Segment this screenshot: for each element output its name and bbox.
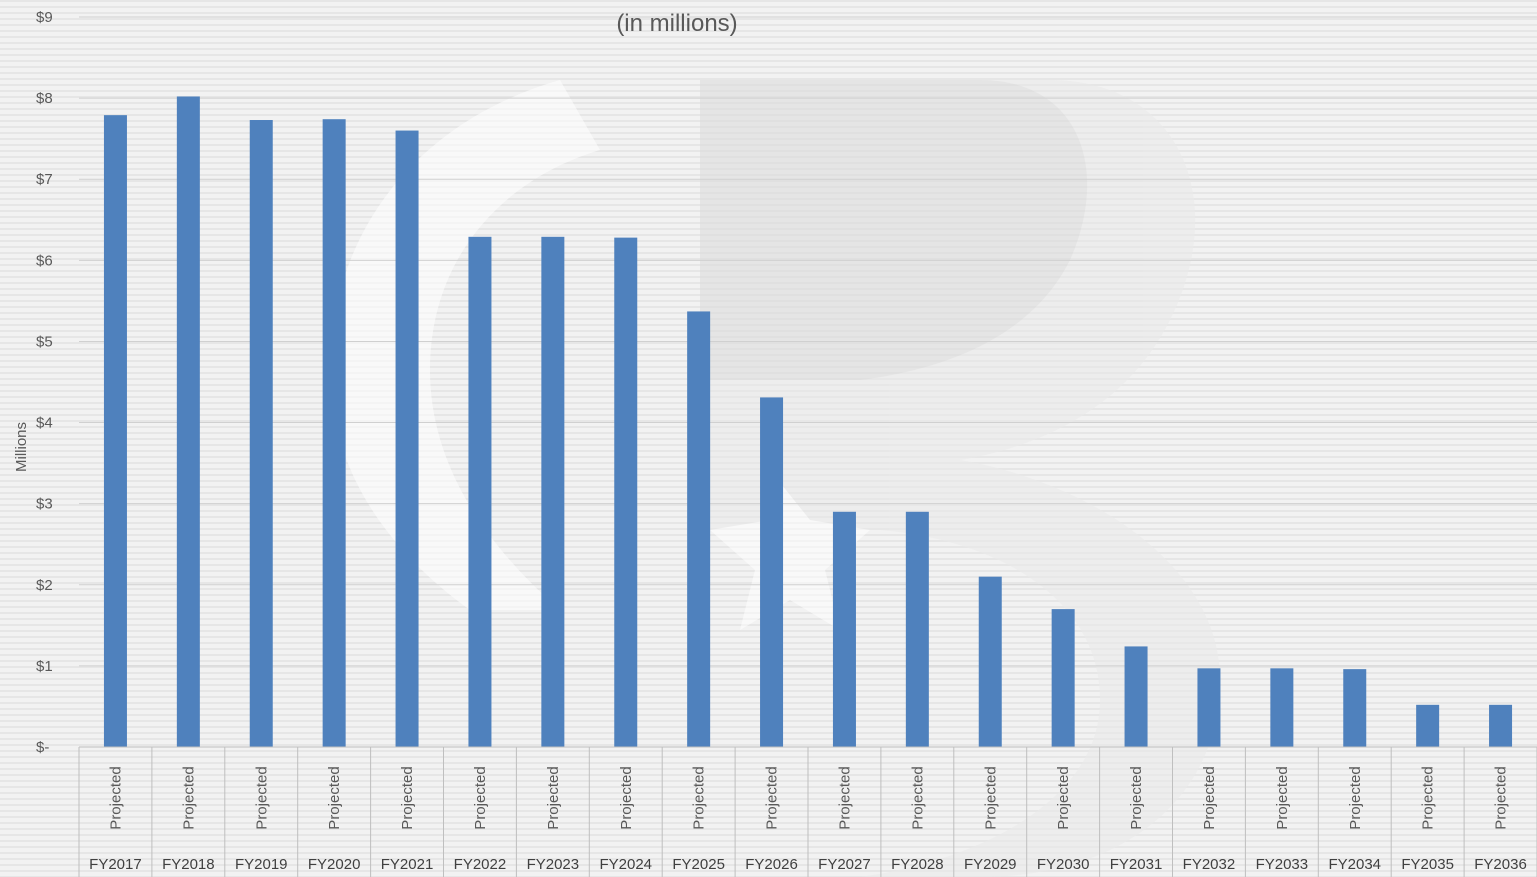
x-category-label-FY2022: FY2022 — [454, 856, 507, 873]
x-subcategory-label-FY2032: Projected — [1201, 766, 1218, 829]
x-subcategory-label-FY2030: Projected — [1055, 766, 1072, 829]
x-category-label-FY2024: FY2024 — [599, 856, 652, 873]
x-subcategory-label-FY2028: Projected — [909, 766, 926, 829]
x-subcategory-label-FY2036: Projected — [1493, 766, 1510, 829]
x-category-label-FY2032: FY2032 — [1183, 856, 1236, 873]
bar-FY2021 — [395, 130, 419, 748]
bars — [103, 96, 1513, 748]
bar-FY2029 — [978, 576, 1002, 747]
bar-FY2031 — [1124, 646, 1148, 747]
bar-FY2034 — [1343, 669, 1367, 747]
bar-FY2030 — [1051, 609, 1075, 747]
bar-FY2028 — [905, 511, 929, 747]
y-tick-label-6: $6 — [36, 252, 53, 269]
bar-FY2019 — [249, 120, 273, 747]
chart-title: (in millions) — [616, 10, 737, 37]
x-category-label-FY2025: FY2025 — [672, 856, 725, 873]
x-category-label-FY2031: FY2031 — [1110, 856, 1163, 873]
bar-FY2033 — [1270, 668, 1294, 747]
y-tick-label-2: $2 — [36, 577, 53, 594]
x-category-label-FY2017: FY2017 — [89, 856, 142, 873]
bar-FY2022 — [468, 236, 492, 748]
y-tick-label-5: $5 — [36, 333, 53, 350]
x-category-label-FY2018: FY2018 — [162, 856, 215, 873]
x-category-label-FY2033: FY2033 — [1256, 856, 1309, 873]
x-axis: Projected FY2017 Projected FY2018 Projected F… — [78, 746, 1537, 877]
x-subcategory-label-FY2035: Projected — [1420, 766, 1437, 829]
bar-FY2025 — [687, 311, 711, 747]
bar-FY2026 — [760, 397, 784, 747]
x-category-label-FY2034: FY2034 — [1328, 856, 1381, 873]
x-category-label-FY2019: FY2019 — [235, 856, 288, 873]
bar-FY2027 — [832, 511, 856, 747]
x-category-label-FY2027: FY2027 — [818, 856, 871, 873]
gridlines — [79, 16, 1537, 748]
bar-FY2020 — [322, 119, 346, 747]
x-subcategory-label-FY2025: Projected — [691, 766, 708, 829]
bar-FY2018 — [176, 96, 200, 747]
bar-FY2035 — [1416, 704, 1440, 747]
x-subcategory-label-FY2034: Projected — [1347, 766, 1364, 829]
x-subcategory-label-FY2029: Projected — [982, 766, 999, 829]
y-tick-label-8: $8 — [36, 90, 53, 107]
x-subcategory-label-FY2033: Projected — [1274, 766, 1291, 829]
y-axis-ticks: $- $1 $2 $3 $4 $5 $6 $7 $8 $9 — [36, 9, 53, 756]
x-subcategory-label-FY2017: Projected — [107, 766, 124, 829]
x-subcategory-label-FY2023: Projected — [545, 766, 562, 829]
y-tick-label-3: $3 — [36, 496, 53, 513]
x-subcategory-label-FY2019: Projected — [253, 766, 270, 829]
x-category-label-FY2021: FY2021 — [381, 856, 434, 873]
x-category-label-FY2023: FY2023 — [527, 856, 580, 873]
x-subcategory-label-FY2026: Projected — [764, 766, 781, 829]
x-category-label-FY2030: FY2030 — [1037, 856, 1090, 873]
y-tick-label-7: $7 — [36, 171, 53, 188]
y-tick-label-4: $4 — [36, 415, 53, 432]
x-category-label-FY2020: FY2020 — [308, 856, 361, 873]
bar-FY2023 — [541, 236, 565, 748]
bar-FY2017 — [103, 115, 127, 747]
y-tick-label-1: $1 — [36, 658, 53, 675]
bar-FY2032 — [1197, 668, 1221, 747]
x-category-label-FY2035: FY2035 — [1401, 856, 1454, 873]
x-category-label-FY2029: FY2029 — [964, 856, 1017, 873]
bar-FY2024 — [614, 237, 638, 747]
y-tick-label-0: $- — [36, 739, 49, 756]
x-subcategory-label-FY2027: Projected — [836, 766, 853, 829]
x-subcategory-label-FY2021: Projected — [399, 766, 416, 829]
x-subcategory-label-FY2024: Projected — [618, 766, 635, 829]
x-category-label-FY2026: FY2026 — [745, 856, 798, 873]
x-category-label-FY2036: FY2036 — [1474, 856, 1527, 873]
y-axis-label: Millions — [13, 422, 30, 472]
x-subcategory-label-FY2031: Projected — [1128, 766, 1145, 829]
y-tick-label-9: $9 — [36, 9, 53, 26]
x-category-label-FY2028: FY2028 — [891, 856, 944, 873]
x-subcategory-label-FY2022: Projected — [472, 766, 489, 829]
x-subcategory-label-FY2020: Projected — [326, 766, 343, 829]
bar-FY2036 — [1489, 704, 1513, 747]
x-subcategory-label-FY2018: Projected — [180, 766, 197, 829]
